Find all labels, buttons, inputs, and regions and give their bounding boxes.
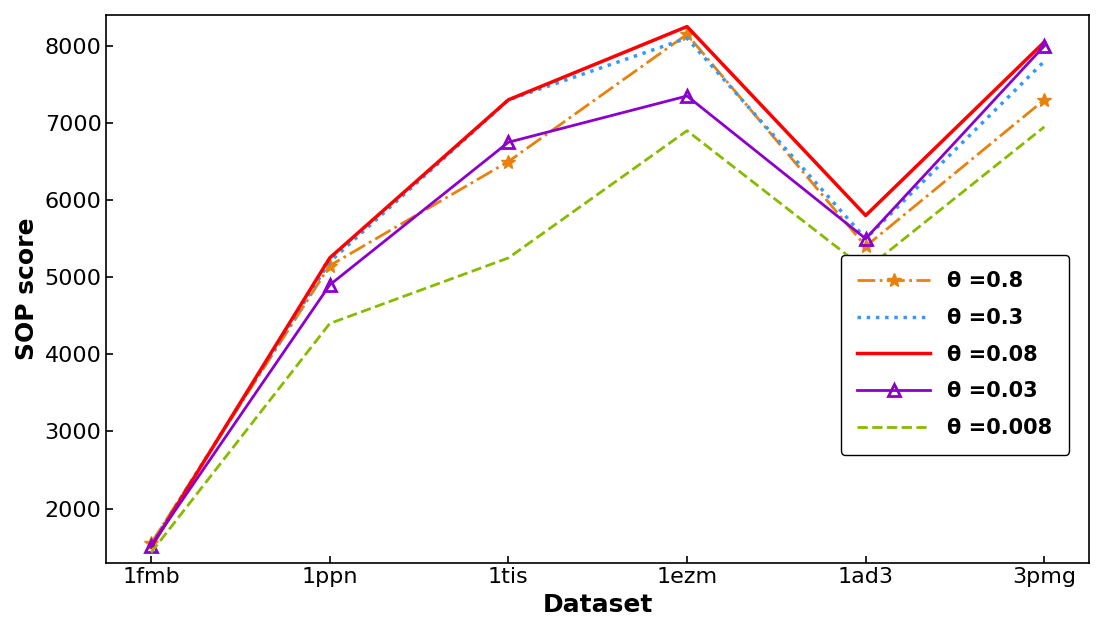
θ =0.3 <box>145 541 158 549</box>
θ =0.3 <box>1038 58 1051 65</box>
θ =0.8 <box>145 540 158 547</box>
θ =0.008 <box>680 127 693 135</box>
θ =0.008 <box>145 549 158 556</box>
X-axis label: Dataset: Dataset <box>542 593 652 617</box>
θ =0.3 <box>680 34 693 42</box>
Legend: θ =0.8, θ =0.3, θ =0.08, θ =0.03, θ =0.008: θ =0.8, θ =0.3, θ =0.08, θ =0.03, θ =0.0… <box>841 255 1069 454</box>
θ =0.08 <box>1038 38 1051 46</box>
θ =0.08 <box>323 254 337 262</box>
θ =0.3 <box>323 258 337 265</box>
θ =0.03 <box>859 235 872 243</box>
θ =0.8 <box>323 262 337 269</box>
θ =0.03 <box>501 138 514 146</box>
θ =0.8 <box>859 243 872 250</box>
θ =0.008 <box>1038 123 1051 131</box>
θ =0.8 <box>1038 96 1051 104</box>
θ =0.03 <box>680 92 693 100</box>
Line: θ =0.8: θ =0.8 <box>145 27 1051 550</box>
θ =0.08 <box>680 23 693 30</box>
θ =0.008 <box>859 265 872 273</box>
Line: θ =0.08: θ =0.08 <box>151 27 1044 547</box>
θ =0.08 <box>859 212 872 219</box>
θ =0.008 <box>501 254 514 262</box>
θ =0.3 <box>501 96 514 104</box>
θ =0.03 <box>145 542 158 549</box>
θ =0.08 <box>501 96 514 104</box>
θ =0.3 <box>859 235 872 243</box>
Y-axis label: SOP score: SOP score <box>15 217 39 360</box>
θ =0.03 <box>323 281 337 289</box>
Line: θ =0.008: θ =0.008 <box>151 127 1044 552</box>
θ =0.8 <box>680 30 693 38</box>
θ =0.08 <box>145 544 158 551</box>
Line: θ =0.3: θ =0.3 <box>151 38 1044 545</box>
θ =0.03 <box>1038 42 1051 50</box>
Line: θ =0.03: θ =0.03 <box>145 40 1051 552</box>
θ =0.008 <box>323 320 337 327</box>
θ =0.8 <box>501 158 514 166</box>
